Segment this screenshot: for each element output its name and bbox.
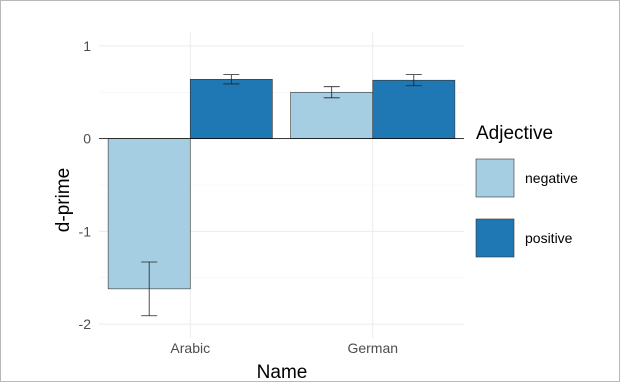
legend-key-positive: [475, 218, 515, 258]
legend-label-positive: positive: [525, 230, 573, 246]
y-axis-title: d-prime: [53, 168, 74, 232]
errorbar-negative-arabic: [141, 261, 158, 317]
errorbar-positive-german: [405, 74, 422, 87]
legend-label-negative: negative: [525, 170, 578, 186]
legend: Adjective negative positive: [475, 123, 578, 258]
errorbar-positive-arabic: [223, 74, 240, 85]
y-tick-labels: 1 0 -1 -2: [79, 38, 92, 332]
y-tick-label: 1: [83, 38, 91, 54]
legend-key-negative: [475, 158, 515, 198]
legend-title: Adjective: [476, 123, 553, 144]
y-tick-label: 0: [83, 131, 91, 147]
bar-positive-german: [372, 79, 456, 139]
errorbar-negative-german: [323, 86, 340, 99]
bar-negative-german: [290, 91, 374, 139]
y-tick-label: -2: [79, 316, 92, 332]
bar-positive-arabic: [189, 78, 273, 139]
bars: [107, 78, 456, 290]
x-tick-label: Arabic: [170, 340, 210, 356]
legend-item-negative: negative: [475, 158, 578, 198]
x-tick-labels: Arabic German: [170, 340, 398, 356]
error-bars: [141, 74, 422, 317]
x-tick-label: German: [347, 340, 398, 356]
y-tick-label: -1: [79, 223, 92, 239]
x-axis-title: Name: [257, 362, 308, 383]
legend-item-positive: positive: [475, 218, 573, 258]
